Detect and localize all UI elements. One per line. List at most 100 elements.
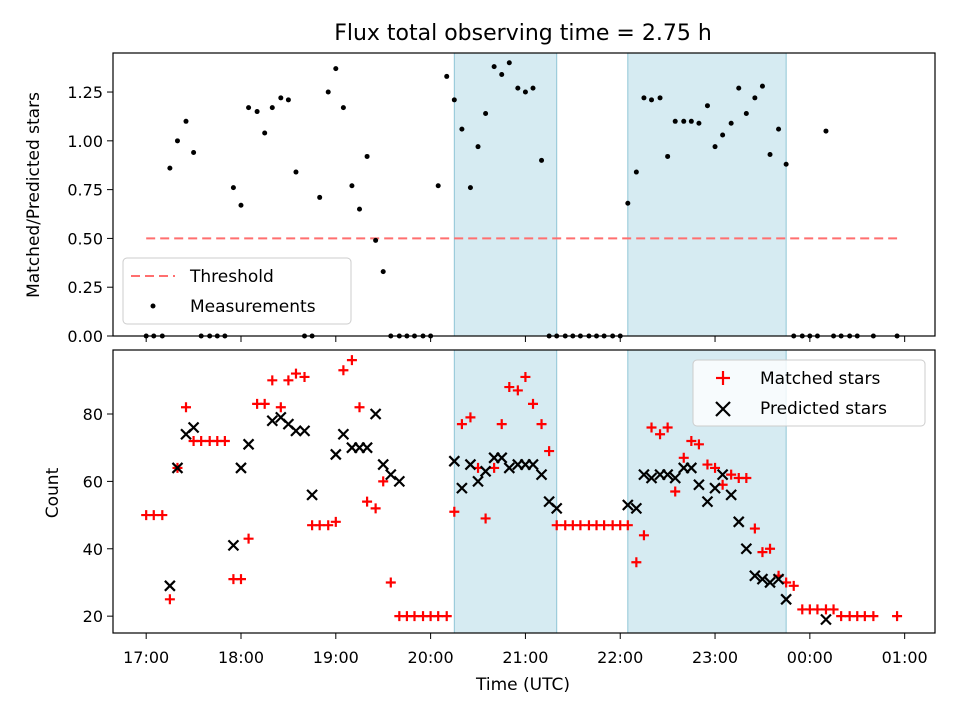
measurement-point <box>325 89 331 95</box>
matched-star-point <box>219 435 230 446</box>
matched-star-point <box>631 557 642 568</box>
predicted-star-point <box>756 573 769 585</box>
predicted-star-point <box>764 576 776 589</box>
predicted-star-point <box>448 455 461 467</box>
matched-star-point <box>812 604 823 615</box>
matched-star-point <box>354 402 365 413</box>
matched-star-point <box>655 429 666 440</box>
predicted-star-point <box>550 502 563 515</box>
legend-threshold-label: Threshold <box>189 267 274 287</box>
predicted-star-point <box>385 468 397 481</box>
measurement-point <box>230 185 236 191</box>
measurement-point <box>167 165 173 171</box>
matched-stars-series <box>141 355 903 622</box>
top-legend: Threshold Measurements <box>122 257 352 325</box>
measurement-point <box>380 269 386 275</box>
matched-star-point <box>496 419 507 430</box>
measurement-point <box>681 118 687 124</box>
measurement-point <box>293 169 299 175</box>
measurement-point <box>712 144 718 150</box>
matched-star-point <box>836 611 847 622</box>
top-axes-frame <box>112 52 936 337</box>
x-axis-label: Time (UTC) <box>475 675 570 695</box>
bottom-y-tick-label: 60 <box>83 472 103 491</box>
measurement-point <box>373 237 379 243</box>
top-observing-windows <box>453 52 787 337</box>
x-tick-label: 21:00 <box>502 648 548 667</box>
matched-star-point <box>670 486 681 497</box>
measurement-point <box>285 97 291 103</box>
measurement-point <box>191 150 197 156</box>
predicted-star-point <box>669 472 681 484</box>
predicted-star-point <box>472 475 484 488</box>
measurement-point <box>174 138 180 144</box>
matched-star-point <box>449 506 460 517</box>
matched-star-point <box>275 402 286 413</box>
matched-star-point <box>686 435 697 446</box>
predicted-star-point <box>290 425 302 437</box>
bottom-y-tick-label: 80 <box>83 405 103 424</box>
bottom-axes-frame <box>112 349 936 634</box>
measurement-point <box>696 120 702 126</box>
measurement-point <box>704 103 710 109</box>
observing-window-2 <box>627 52 787 337</box>
measurement-point <box>665 153 671 159</box>
top-y-tick-label: 0.00 <box>67 327 103 346</box>
matched-star-point <box>157 510 168 521</box>
measurements-series <box>143 60 900 339</box>
predicted-star-point <box>456 482 468 494</box>
measurement-point <box>451 97 457 103</box>
measurement-point <box>641 95 647 101</box>
matched-star-point <box>323 520 334 531</box>
matched-star-point <box>726 469 737 480</box>
predicted-star-point <box>393 475 406 488</box>
predicted-star-point <box>164 580 176 592</box>
x-tick-label: 20:00 <box>408 648 454 667</box>
matched-star-point <box>788 580 799 591</box>
predicted-star-point <box>622 499 634 511</box>
measurement-point <box>823 128 829 134</box>
predicted-star-point <box>377 458 389 471</box>
x-tick-label: 22:00 <box>597 648 643 667</box>
matched-star-point <box>859 611 870 622</box>
bottom-legend-box <box>692 359 926 427</box>
measurement-point <box>357 206 363 212</box>
predicted-star-point <box>361 441 373 454</box>
matched-star-point <box>512 385 523 396</box>
observing-window-1 <box>453 52 558 337</box>
measurement-point <box>506 60 512 66</box>
matched-star-point <box>164 594 175 605</box>
predicted-star-point <box>661 468 674 481</box>
matched-star-point <box>290 368 301 379</box>
matched-star-point <box>757 547 768 558</box>
predicted-star-point <box>464 458 477 471</box>
matched-star-point <box>456 419 467 430</box>
measurement-point <box>444 73 450 79</box>
measurement-point <box>752 95 758 101</box>
predicted-star-point <box>820 613 832 626</box>
bottom-y-tick-label: 40 <box>83 540 103 559</box>
measurement-point <box>491 64 497 70</box>
top-y-tick-label: 0.25 <box>67 278 103 297</box>
legend-measurements-label: Measurements <box>190 297 316 317</box>
x-tick-label: 01:00 <box>882 648 928 667</box>
predicted-star-point <box>772 573 785 585</box>
matched-star-point <box>385 577 396 588</box>
predicted-star-point <box>527 458 539 471</box>
matched-star-point <box>693 439 704 450</box>
bottom-ticks: 20 40 60 80 17:00 18:00 19:00 20:00 21:00 22:00 23… <box>83 405 928 667</box>
measurement-point <box>522 89 528 95</box>
matched-star-point <box>465 412 476 423</box>
top-ticks: 0.00 0.25 0.50 0.75 1.00 1.25 <box>67 83 906 346</box>
bottom-legend: Matched stars Predicted stars <box>692 359 926 427</box>
legend-predicted-label: Predicted stars <box>760 399 887 419</box>
matched-star-point <box>370 503 381 514</box>
x-tick-label: 00:00 <box>787 648 833 667</box>
measurement-point <box>183 118 189 124</box>
legend-predicted-swatch <box>715 401 731 417</box>
x-tick-label: 19:00 <box>313 648 359 667</box>
predicted-star-point <box>645 472 658 484</box>
predicted-star-point <box>266 414 279 427</box>
predicted-star-point <box>638 468 650 481</box>
